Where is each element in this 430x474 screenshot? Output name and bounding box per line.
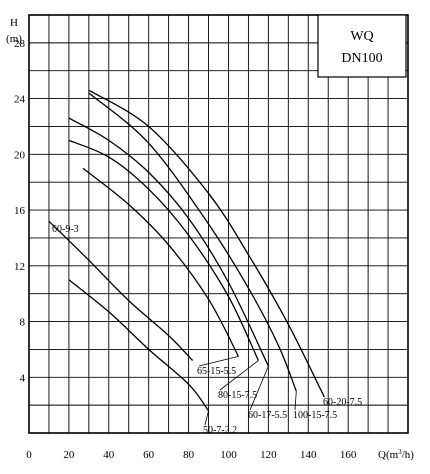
series-line <box>48 220 194 361</box>
series-label: 65-15-5.5 <box>197 366 236 377</box>
series-line <box>88 92 297 392</box>
x-tick-label: 100 <box>220 449 237 461</box>
y-tick-label: 20 <box>14 149 26 161</box>
x-tick-label: 120 <box>260 449 277 461</box>
series-label: 50-7-2.2 <box>203 425 237 436</box>
model-box-line2: DN100 <box>341 51 382 66</box>
series-line <box>68 117 269 367</box>
series-line <box>68 139 259 361</box>
y-axis-label: H <box>10 17 18 29</box>
y-tick-label: 12 <box>14 261 25 273</box>
curves: 60-9-3 50-7-2.2 65-15-5.5 80-15-7.5 60-17-5.… <box>48 89 362 436</box>
series-label: 80-15-7.5 <box>218 390 257 401</box>
model-box: WQ DN100 <box>317 14 407 78</box>
x-tick-label: 60 <box>143 449 155 461</box>
series-label-leader <box>219 360 259 391</box>
plot-frame <box>28 14 409 434</box>
x-tick-label: 160 <box>340 449 357 461</box>
axes <box>28 14 409 434</box>
x-axis-label: Q(m3/h) <box>378 448 414 461</box>
series-label: 60-17-5.5 <box>248 410 287 421</box>
tick-labels: 0 20 40 60 80 100 120 140 160 4 8 12 16 20 24 28 <box>14 38 357 461</box>
x-tick-label: 80 <box>183 449 195 461</box>
series-line <box>88 89 325 398</box>
series-label-leader <box>204 410 209 426</box>
series-line <box>82 167 239 357</box>
y-tick-label: 16 <box>14 205 26 217</box>
y-axis-unit: (m) <box>6 33 22 45</box>
x-tick-label: 20 <box>63 449 75 461</box>
model-box-line1: WQ <box>350 29 373 44</box>
x-tick-label: 0 <box>26 449 32 461</box>
x-tick-label: 140 <box>300 449 317 461</box>
y-tick-label: 8 <box>20 317 26 329</box>
series-line <box>68 279 210 412</box>
y-tick-label: 24 <box>14 94 26 106</box>
y-tick-label: 28 <box>14 38 26 50</box>
y-tick-label: 4 <box>20 372 26 384</box>
series-label-leader <box>294 391 297 411</box>
series-label: 100-15-7.5 <box>293 410 337 421</box>
series-label: 60-9-3 <box>52 224 79 235</box>
series-label-leader <box>249 365 269 411</box>
series-label: 60-20-7.5 <box>323 397 362 408</box>
series-label-leader <box>198 355 239 367</box>
x-tick-label: 40 <box>103 449 115 461</box>
